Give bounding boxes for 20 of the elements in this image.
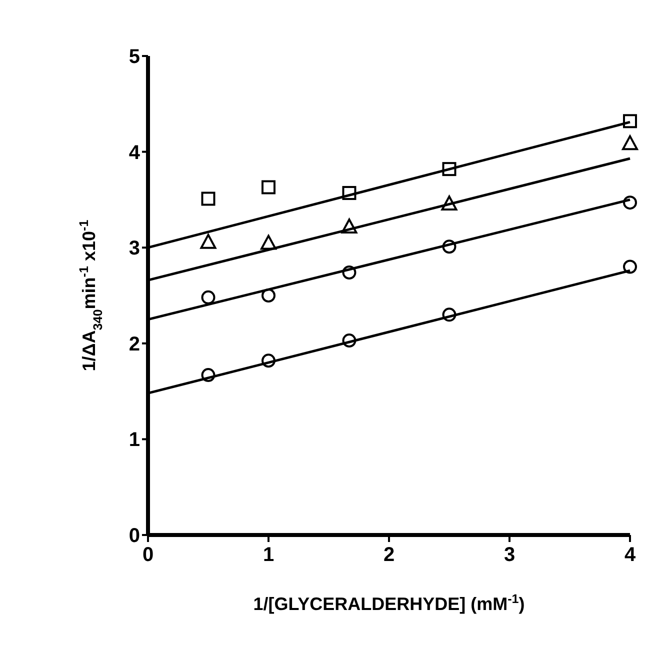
point: [201, 192, 216, 206]
x-tick-label: 3: [504, 544, 516, 566]
point: [622, 135, 638, 150]
y-tick-label: 4: [128, 142, 141, 164]
x-tick-label: 2: [383, 544, 395, 566]
point: [262, 180, 276, 194]
x-tick-label: 0: [142, 544, 154, 566]
point: [260, 234, 276, 250]
point: [262, 288, 276, 302]
y-tick-label: 3: [128, 238, 140, 260]
point: [201, 290, 216, 304]
x-tick-label: 4: [624, 544, 636, 566]
y-tick-label: 1: [128, 429, 140, 452]
y-tick-label: 2: [128, 333, 140, 356]
point: [623, 260, 637, 274]
x-axis-title: 1/[GLYCERALDERHYDE] (mM$^{-1}$): [253, 592, 525, 614]
point: [200, 234, 216, 249]
y-tick-label: 0: [128, 525, 140, 547]
x-tick-label: 1: [262, 544, 274, 566]
y-tick-label: 5: [128, 46, 140, 68]
